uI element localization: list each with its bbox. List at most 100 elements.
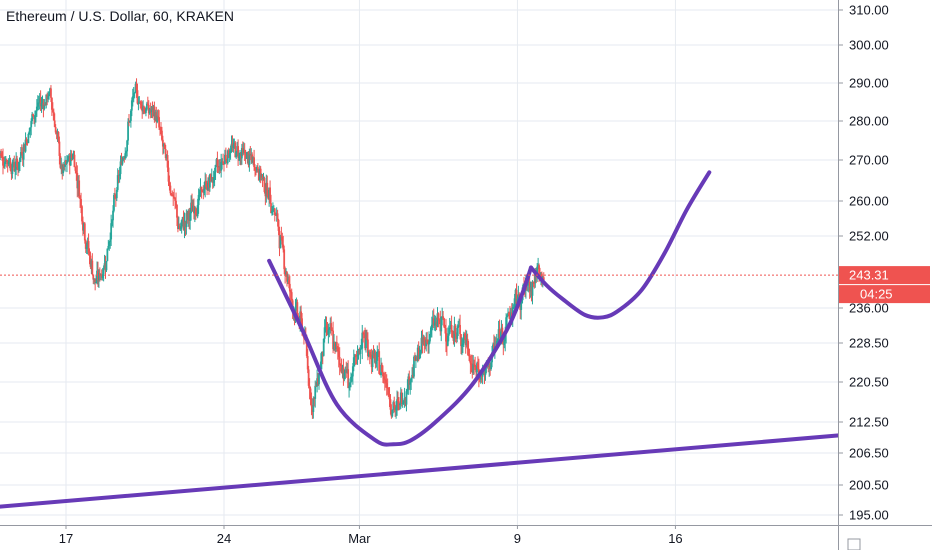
price-tick-label: 300.00	[849, 38, 889, 53]
candle-body	[176, 205, 178, 218]
candle-body	[277, 219, 280, 231]
candle-body	[419, 349, 422, 355]
candle-body	[180, 220, 183, 228]
candle-body	[229, 150, 232, 154]
candle-body	[366, 338, 368, 340]
candle-body	[146, 103, 149, 105]
candle-body	[446, 335, 449, 346]
candle-body	[398, 403, 401, 405]
price-tick-label: 270.00	[849, 153, 889, 168]
candle-body	[279, 235, 282, 249]
price-tick-label: 228.50	[849, 336, 889, 351]
candle-body	[366, 339, 369, 357]
candle-body	[84, 240, 87, 249]
candle-body	[59, 155, 62, 168]
candle-body	[187, 210, 190, 220]
candle-body	[289, 291, 292, 293]
candle-body	[53, 120, 56, 128]
candle-body	[513, 298, 516, 308]
candle-body	[40, 103, 43, 107]
candle-body	[156, 115, 159, 123]
candle-body	[90, 260, 93, 267]
drawings[interactable]	[0, 170, 847, 509]
time-tick-label: 17	[59, 531, 73, 546]
candle-body	[63, 164, 66, 167]
candle-body	[46, 94, 49, 100]
candle-body	[541, 277, 544, 279]
candle-body	[77, 180, 80, 189]
candle-body	[386, 387, 389, 389]
candle-body	[171, 194, 174, 196]
candle-body	[110, 223, 113, 240]
candle-body	[421, 337, 424, 344]
candle-body	[82, 223, 85, 231]
candle-body	[34, 115, 36, 120]
price-tick-label: 200.50	[849, 478, 889, 493]
candle-body	[451, 332, 454, 338]
candle-body	[177, 225, 180, 230]
candle-body	[489, 363, 492, 370]
candle-body	[11, 163, 14, 175]
candle-body	[68, 155, 71, 166]
candle-body	[131, 96, 134, 101]
candle-body	[364, 334, 366, 349]
candle-body	[232, 144, 235, 148]
candle-body	[290, 292, 293, 301]
candle-body	[370, 357, 373, 368]
candle-body	[31, 114, 34, 122]
candle-body	[436, 313, 439, 327]
axis-corner-box[interactable]	[847, 538, 861, 550]
candle-body	[329, 323, 332, 329]
handle-projection-curve[interactable]	[529, 170, 712, 320]
candle-body	[118, 174, 121, 176]
time-tick-label: 9	[514, 531, 521, 546]
candle-body	[214, 164, 217, 173]
candle-body	[86, 241, 89, 248]
candle-body	[309, 388, 312, 399]
cup-curve[interactable]	[267, 258, 533, 447]
trendline[interactable]	[0, 432, 847, 509]
candle-body	[208, 174, 211, 188]
candle-body	[49, 88, 51, 95]
candle-body	[6, 160, 9, 165]
candle-body	[182, 217, 185, 230]
time-axis[interactable]: 17 24 Mar 9 16	[59, 525, 683, 546]
candle-body	[33, 116, 35, 120]
candle-body	[275, 213, 278, 216]
candle-body	[207, 180, 209, 191]
candle-body	[91, 260, 94, 275]
candle-body	[157, 115, 160, 118]
candle-body	[65, 160, 67, 164]
candle-body	[504, 333, 507, 342]
candle-body	[371, 351, 374, 368]
candle-body	[178, 225, 181, 230]
candle-body	[508, 312, 510, 316]
candle-body	[128, 121, 130, 123]
candle-body	[335, 342, 337, 350]
candle-body	[212, 178, 215, 183]
candle-body	[360, 348, 363, 350]
candle-body	[195, 214, 198, 217]
candle-body	[161, 139, 164, 147]
candle-body	[389, 399, 392, 410]
candle-body	[218, 166, 221, 168]
candle-body	[445, 328, 447, 342]
candle-body	[313, 398, 316, 400]
price-tick-label: 206.50	[849, 446, 889, 461]
candle-body	[369, 354, 372, 358]
candle-body	[183, 221, 186, 230]
candle-body	[259, 168, 262, 178]
candle-body	[469, 360, 472, 364]
candle-body	[179, 227, 182, 230]
candle-body	[50, 97, 53, 110]
candle-body	[152, 106, 155, 111]
price-axis[interactable]: 310.00 300.00 290.00 280.00 270.00 260.00 252.…	[838, 3, 889, 523]
candle-body	[224, 154, 226, 164]
candle-body	[467, 348, 470, 354]
candle-body	[341, 367, 344, 373]
candle-body	[344, 370, 347, 373]
candle-body	[465, 338, 468, 346]
candle-body	[248, 153, 251, 166]
candle-body	[395, 407, 398, 411]
